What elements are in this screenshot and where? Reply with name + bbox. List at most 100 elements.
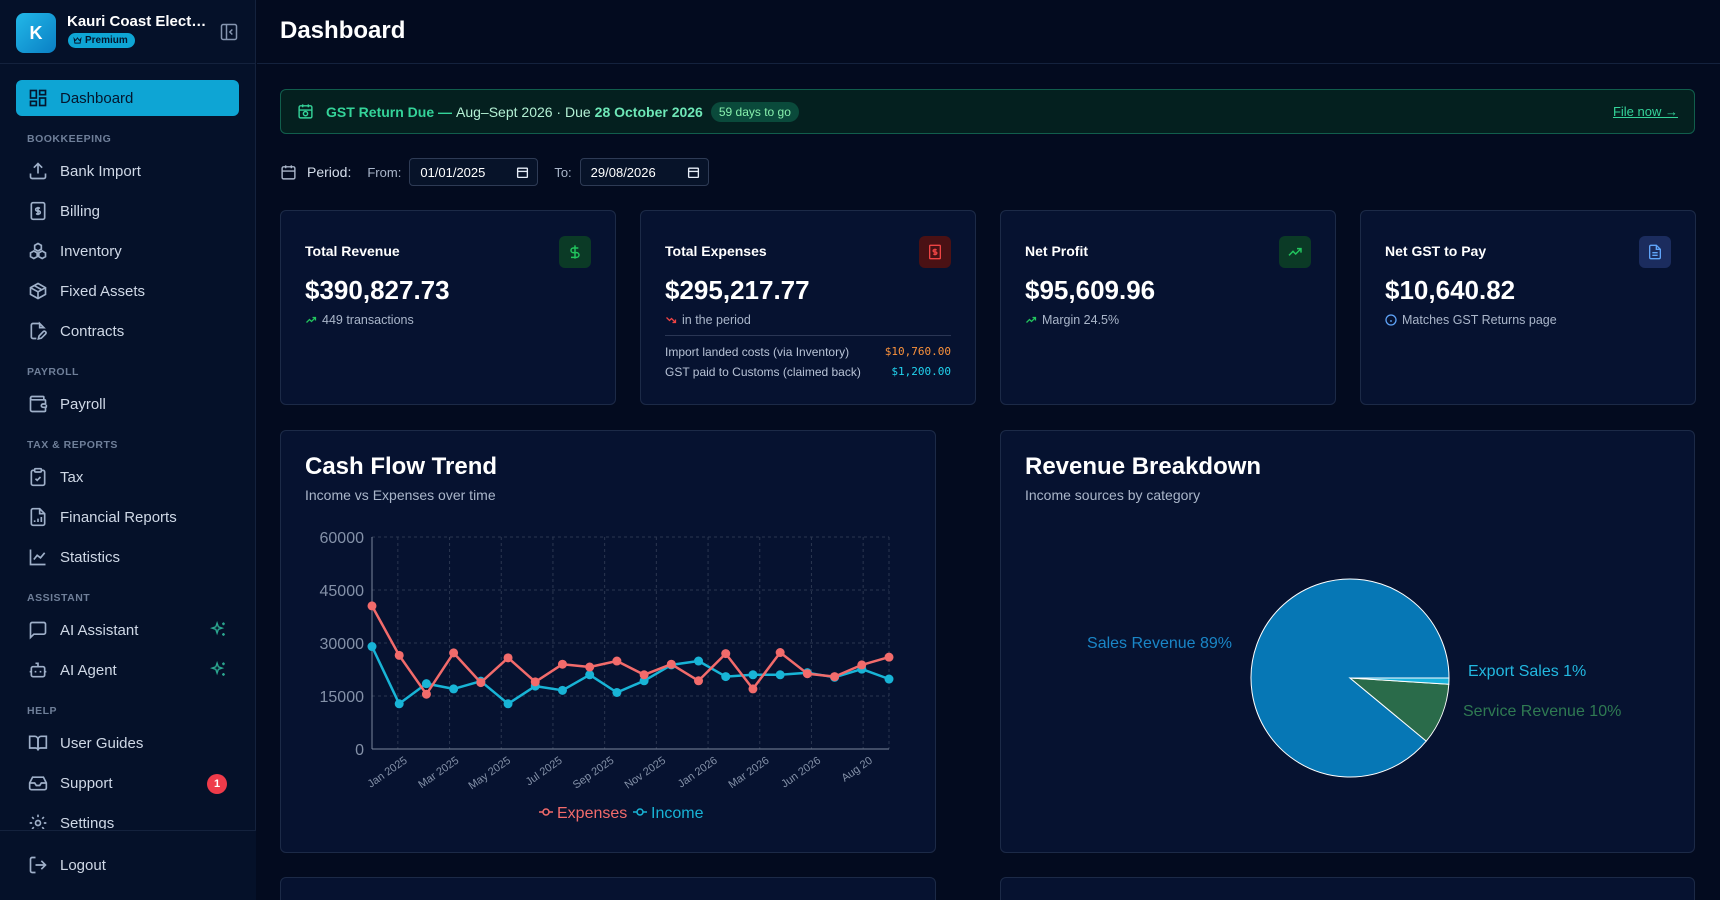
sidebar-item-label: Inventory [60,242,122,260]
from-date-input[interactable]: 01/01/2025 [409,158,539,186]
sidebar-item-label: Dashboard [60,89,134,107]
x-tick-label: Jul 2025 [524,755,565,789]
legend-label: Expenses [557,805,627,822]
kpi-subtext: in the period [665,313,751,327]
calendar-clock-icon [298,104,313,119]
to-date-input[interactable]: 29/08/2026 [579,158,709,186]
series-line-expenses [370,605,890,696]
data-point [367,642,377,652]
logout-button[interactable]: Logout [16,847,239,883]
kpi-value: $10,640.82 [1385,275,1516,305]
page-title: Dashboard [280,17,406,44]
pie-label: Sales Revenue 89% [1087,635,1232,652]
data-point [421,689,431,699]
sidebar-item-contracts[interactable]: Contracts [16,313,239,349]
sidebar-item-label: Support [60,774,113,792]
kpi-value: $390,827.73 [305,275,450,305]
panel-subtitle: Income vs Expenses over time [305,487,496,503]
logout-area: Logout [0,830,256,900]
crown-icon [73,36,82,44]
sidebar-item-ai-agent[interactable]: AI Agent [16,652,239,688]
expense-breakdown-row: GST paid to Customs (claimed back) $1,20… [665,365,951,379]
legend-marker [542,808,550,816]
x-tick-label: Jun 2026 [779,755,823,791]
dollar-document-icon [30,201,46,221]
x-tick-label: Jan 2025 [366,755,410,791]
sidebar-item-label: Settings [60,814,115,830]
bot-icon [29,662,47,678]
sidebar-item-settings[interactable]: Settings [16,805,239,829]
cash-flow-panel: Cash Flow Trend Income vs Expenses over … [280,430,936,853]
file-now-link[interactable]: File now → [1612,104,1678,119]
breakdown-value: $10,760.00 [884,345,951,358]
brand-logo[interactable]: K [16,13,56,53]
calendar-picker-icon[interactable] [687,166,700,179]
cash-flow-line-chart[interactable]: 0 15000 30000 45000 60000 Jan 2025 Mar 2025 May… [281,431,937,854]
y-tick-label: 15000 [320,689,365,706]
y-tick-label: 60000 [320,530,365,547]
kpi-card-net-gst: Net GST to Pay $10,640.82 Matches GST Re… [1360,210,1696,405]
sidebar-item-payroll[interactable]: Payroll [16,386,239,422]
support-notification-badge: 1 [207,774,227,794]
kpi-card-revenue: Total Revenue $390,827.73 449 transactio… [280,210,616,405]
sidebar-item-billing[interactable]: Billing [16,193,239,229]
data-point [449,684,459,694]
pie-label: Service Revenue 10% [1463,703,1621,720]
sidebar-item-ai-assistant[interactable]: AI Assistant [16,612,239,648]
sidebar-item-fixed-assets[interactable]: Fixed Assets [16,273,239,309]
y-tick-label: 45000 [320,583,365,600]
gear-icon [29,814,47,829]
data-point [503,699,513,709]
data-point [830,672,840,682]
trending-up-icon [306,316,317,323]
sidebar-item-user-guides[interactable]: User Guides [16,725,239,761]
to-date-value: 29/08/2026 [590,164,656,180]
company-name[interactable]: Kauri Coast Electrical [67,13,209,30]
panel-title: Revenue Breakdown [1025,453,1262,480]
section-assistant: ASSISTANT [27,592,91,604]
sidebar-item-label: Billing [60,202,101,220]
data-point [721,672,731,682]
sidebar-item-inventory[interactable]: Inventory [16,233,239,269]
sidebar-item-statistics[interactable]: Statistics [16,539,239,575]
legend-marker [636,808,644,816]
kpi-title: Total Expenses [665,243,767,259]
collapse-sidebar-icon[interactable] [219,22,239,42]
package-icon [29,282,47,300]
section-bookkeeping: BOOKKEEPING [27,133,112,145]
wallet-icon [29,395,48,413]
sidebar-item-label: Bank Import [60,162,141,180]
data-point [394,650,404,660]
report-chart-icon [30,507,46,527]
grid-icon [29,89,47,107]
sidebar-item-label: Statistics [60,548,121,566]
receipt-icon [919,236,951,268]
x-tick-label: Nov 2025 [623,755,668,792]
divider [665,335,951,336]
data-point [694,676,704,686]
logout-icon [29,856,47,874]
revenue-pie-chart[interactable]: Sales Revenue 89% Service Revenue 10% Expo… [1001,431,1696,854]
from-label: From: [367,164,402,180]
kpi-subtext-label: in the period [682,313,751,327]
sidebar-item-label: Fixed Assets [60,282,146,300]
breakdown-label: GST paid to Customs (claimed back) [665,365,861,379]
kpi-subtext: 449 transactions [305,313,414,327]
section-payroll: PAYROLL [27,366,79,378]
calendar-picker-icon[interactable] [516,166,529,179]
sidebar-item-support[interactable]: Support 1 [16,765,239,801]
series-line-income [370,645,890,706]
section-tax-reports: TAX & REPORTS [27,439,118,451]
sidebar-item-tax[interactable]: Tax [16,459,239,495]
sidebar-item-label: Contracts [60,322,125,340]
file-text-icon [1639,236,1671,268]
expense-breakdown-row: Import landed costs (via Inventory) $10,… [665,345,951,359]
sidebar-item-financial-reports[interactable]: Financial Reports [16,499,239,535]
brand-header: K Kauri Coast Electrical Premium [0,0,255,64]
sidebar-item-dashboard[interactable]: Dashboard [16,80,239,116]
x-tick-label: Mar 2025 [416,755,461,791]
kpi-subtext-label: 449 transactions [322,313,414,327]
bottom-panel-left [280,877,936,900]
sidebar-item-bank-import[interactable]: Bank Import [16,153,239,189]
data-point [530,677,540,687]
